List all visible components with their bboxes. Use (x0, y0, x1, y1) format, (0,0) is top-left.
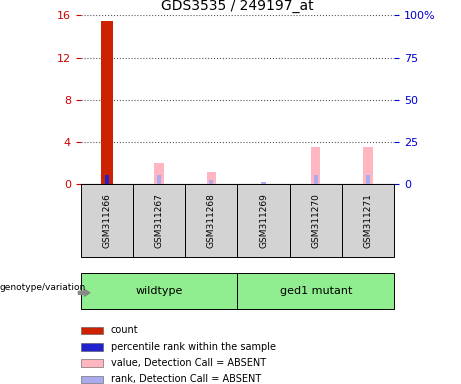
Text: GSM311270: GSM311270 (311, 194, 320, 248)
Text: genotype/variation: genotype/variation (0, 283, 86, 291)
Bar (81, 376, 103, 383)
Text: GSM311268: GSM311268 (207, 194, 216, 248)
Bar (363, 147, 373, 184)
Bar (105, 175, 109, 184)
Bar (237, 273, 394, 309)
Text: ged1 mutant: ged1 mutant (280, 286, 352, 296)
Bar (81, 184, 133, 257)
Bar (237, 184, 290, 257)
Bar (81, 359, 103, 367)
Text: wildtype: wildtype (136, 286, 183, 296)
Bar (81, 273, 237, 309)
Text: GSM311269: GSM311269 (259, 194, 268, 248)
Bar (101, 21, 112, 184)
Bar (311, 147, 320, 184)
Bar (157, 175, 161, 184)
Bar (209, 180, 213, 184)
Bar (342, 184, 394, 257)
Text: GSM311266: GSM311266 (102, 194, 111, 248)
Title: GDS3535 / 249197_at: GDS3535 / 249197_at (161, 0, 314, 13)
Text: rank, Detection Call = ABSENT: rank, Detection Call = ABSENT (111, 374, 261, 384)
Bar (290, 184, 342, 257)
Bar (313, 175, 318, 184)
Bar (154, 163, 164, 184)
Bar (261, 182, 266, 184)
Bar (81, 326, 103, 334)
Text: percentile rank within the sample: percentile rank within the sample (111, 342, 276, 352)
Bar (185, 184, 237, 257)
Text: value, Detection Call = ABSENT: value, Detection Call = ABSENT (111, 358, 266, 368)
Bar (133, 184, 185, 257)
Text: GSM311271: GSM311271 (364, 194, 372, 248)
Bar (81, 343, 103, 351)
Bar (366, 175, 370, 184)
Text: count: count (111, 326, 139, 336)
Bar (207, 172, 216, 184)
Text: GSM311267: GSM311267 (154, 194, 164, 248)
